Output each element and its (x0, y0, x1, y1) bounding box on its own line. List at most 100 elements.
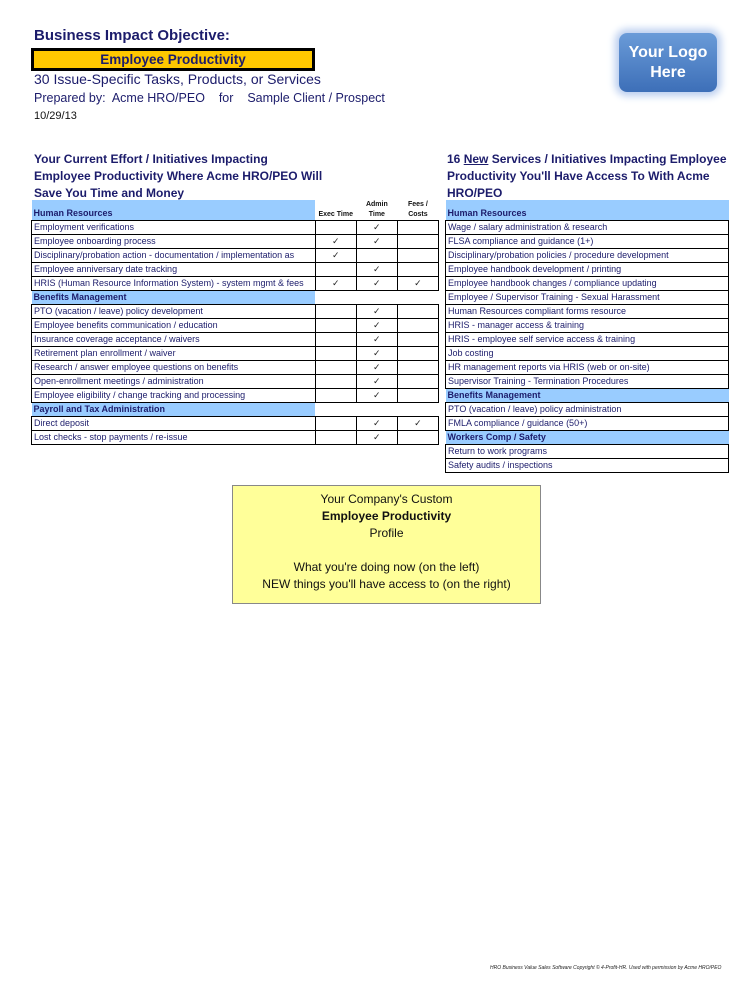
row-label: Lost checks - stop payments / re-issue (31, 430, 316, 445)
table-row: Job costing (445, 346, 729, 361)
row-label: FLSA compliance and guidance (1+) (445, 234, 729, 249)
empty-cell (396, 318, 440, 333)
row-label: PTO (vacation / leave) policy administra… (445, 402, 729, 417)
empty-cell (396, 388, 440, 403)
table-row: Lost checks - stop payments / re-issue ✓ (31, 430, 440, 445)
row-label: Supervisor Training - Termination Proced… (445, 374, 729, 389)
prepared-line: Prepared by: Acme HRO/PEO for Sample Cli… (34, 91, 385, 105)
table-row: Employee eligibility / change tracking a… (31, 388, 440, 403)
row-label: Employee onboarding process (31, 234, 316, 249)
check-icon: ✓ (355, 374, 398, 389)
prepared-label: Prepared by: (34, 91, 106, 105)
row-label: Insurance coverage acceptance / waivers (31, 332, 316, 347)
check-icon: ✓ (355, 416, 398, 431)
section-row: Benefits Management (445, 388, 729, 403)
empty-cell (396, 262, 440, 277)
table-row: HR management reports via HRIS (web or o… (445, 360, 729, 375)
check-icon: ✓ (355, 388, 398, 403)
section-row: Payroll and Tax Administration (31, 402, 439, 417)
empty-cell (396, 374, 440, 389)
row-label: HRIS - employee self service access & tr… (445, 332, 729, 347)
subtitle: 30 Issue-Specific Tasks, Products, or Se… (34, 71, 321, 87)
table-row: Employee handbook changes / compliance u… (445, 276, 729, 291)
row-label: Disciplinary/probation action - document… (31, 248, 316, 263)
table-row: Employee benefits communication / educat… (31, 318, 440, 333)
section-row: Benefits Management (31, 290, 439, 305)
row-label: Return to work programs (445, 444, 729, 459)
table-row: Employee handbook development / printing (445, 262, 729, 277)
row-label: Human Resources compliant forms resource (445, 304, 729, 319)
check-icon: ✓ (314, 248, 357, 263)
table-row: Direct deposit ✓ ✓ (31, 416, 440, 431)
heading-rest: Services / Initiatives Impacting Employe… (447, 152, 727, 200)
check-icon: ✓ (396, 276, 440, 291)
row-label: Employment verifications (31, 220, 316, 235)
row-label: Retirement plan enrollment / waiver (31, 346, 316, 361)
objective-banner: Employee Productivity (31, 48, 315, 71)
empty-cell (314, 262, 357, 277)
empty-cell (396, 430, 440, 445)
table-row: Wage / salary administration & research (445, 220, 729, 235)
header-row: Human Resources (445, 200, 729, 221)
section-blank (315, 290, 439, 305)
client: Sample Client / Prospect (247, 91, 385, 105)
table-row: Retirement plan enrollment / waiver ✓ (31, 346, 440, 361)
profile-line-2: Employee Productivity (321, 509, 452, 523)
empty-cell (396, 304, 440, 319)
check-icon: ✓ (314, 276, 357, 291)
row-label: Wage / salary administration & research (445, 220, 729, 235)
objective-label: Business Impact Objective: (34, 27, 230, 44)
empty-cell (314, 304, 357, 319)
table-row: FMLA compliance / guidance (50+) (445, 416, 729, 431)
row-label: Open-enrollment meetings / administratio… (31, 374, 316, 389)
check-icon: ✓ (355, 346, 398, 361)
check-icon: ✓ (355, 360, 398, 375)
table-row: Employment verifications ✓ (31, 220, 440, 235)
preparer: Acme HRO/PEO (111, 91, 205, 105)
row-label: HRIS - manager access & training (445, 318, 729, 333)
header-row: Human Resources Exec Time Admin Time Fees /… (31, 200, 439, 221)
table-row: Employee onboarding process ✓ ✓ (31, 234, 440, 249)
check-icon: ✓ (355, 332, 398, 347)
section-row: Workers Comp / Safety (445, 430, 729, 445)
empty-cell (314, 220, 357, 235)
section-header: Benefits Management (445, 388, 729, 403)
table-row: Supervisor Training - Termination Proced… (445, 374, 729, 389)
empty-cell (396, 360, 440, 375)
row-label: Safety audits / inspections (445, 458, 729, 473)
section-header: Human Resources (31, 200, 316, 221)
heading-count: 16 (447, 152, 461, 166)
empty-cell (396, 234, 440, 249)
empty-cell (314, 360, 357, 375)
empty-cell (396, 346, 440, 361)
empty-cell (314, 388, 357, 403)
row-label: FMLA compliance / guidance (50+) (445, 416, 729, 431)
table-row: HRIS (Human Resource Information System)… (31, 276, 440, 291)
check-icon: ✓ (355, 234, 398, 249)
table-row: Open-enrollment meetings / administratio… (31, 374, 440, 389)
section-header: Human Resources (445, 200, 729, 221)
profile-line-1: Your Company's Custom (320, 492, 453, 506)
column-header: Exec Time (318, 211, 353, 218)
empty-cell (396, 332, 440, 347)
row-label: PTO (vacation / leave) policy developmen… (31, 304, 316, 319)
row-label: Employee anniversary date tracking (31, 262, 316, 277)
empty-cell (396, 248, 440, 263)
footer-copyright: HRO Business Value Sales Software Copyri… (490, 965, 722, 971)
section-header: Payroll and Tax Administration (31, 402, 316, 417)
table-row: Return to work programs (445, 444, 729, 459)
date: 10/29/13 (34, 110, 77, 122)
section-header: Benefits Management (31, 290, 316, 305)
table-row: PTO (vacation / leave) policy developmen… (31, 304, 440, 319)
left-heading: Your Current Effort / Initiatives Impact… (34, 152, 323, 200)
profile-line-3: Profile (369, 526, 404, 540)
row-label: Employee eligibility / change tracking a… (31, 388, 316, 403)
check-icon: ✓ (396, 416, 440, 431)
table-row: Disciplinary/probation policies / proced… (445, 248, 729, 263)
profile-line-4: What you're doing now (on the left) (293, 560, 480, 574)
table-row: Employee anniversary date tracking ✓ (31, 262, 440, 277)
check-icon: ✓ (355, 318, 398, 333)
current-efforts-table: Human Resources Exec Time Admin Time Fees /… (31, 200, 440, 445)
profile-box: Your Company's Custom Employee Productiv… (232, 485, 541, 604)
